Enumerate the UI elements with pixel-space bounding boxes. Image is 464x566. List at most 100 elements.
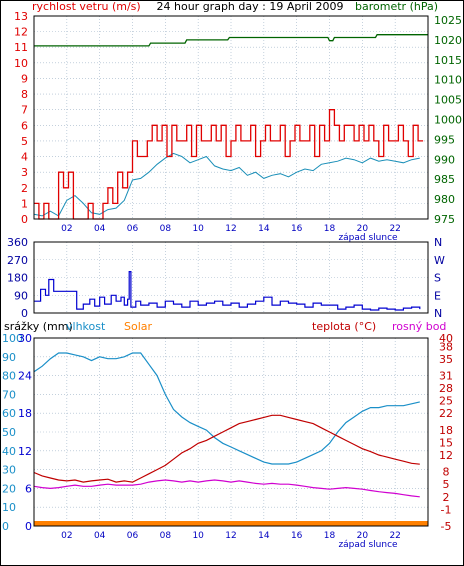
humidity-tick-label: 0	[2, 520, 9, 533]
temperature-tick-label: 2	[443, 491, 450, 504]
rain-tick-label: 18	[18, 407, 32, 420]
wind-tick-label: 1	[21, 197, 28, 210]
barometer-tick-label: 990	[434, 153, 455, 166]
humidity-tick-label: 60	[2, 407, 16, 420]
temperature-tick-label: 40	[439, 332, 453, 345]
hour-tick-label: 04	[94, 531, 106, 541]
hour-tick-label: 12	[225, 224, 236, 234]
temperature-tick-label: 38	[439, 340, 453, 353]
legend-solar: Solar	[124, 320, 153, 333]
humidity-temperature-plot-frame	[33, 337, 429, 527]
legend-humidity: vlhkost	[66, 320, 106, 333]
humidity-tick-label: 20	[2, 482, 16, 495]
temperature-tick-label: -1	[441, 503, 452, 516]
barometer-axis-label: barometr (hPa)	[355, 0, 438, 13]
wind-gust-line	[34, 109, 424, 220]
barometer-tick-label: 1015	[434, 54, 462, 67]
hour-tick-label: 04	[94, 224, 106, 234]
direction-tick-label: 180	[7, 272, 28, 285]
hour-tick-label: 08	[160, 224, 172, 234]
wind-pressure-panel: rychlost vetru (m/s) 24 hour graph day :…	[14, 0, 462, 243]
hour-tick-label: 20	[357, 224, 369, 234]
wind-average-line	[33, 152, 420, 217]
temperature-tick-label: 18	[439, 424, 453, 437]
temperature-tick-label: -5	[441, 520, 452, 533]
barometer-line	[34, 34, 428, 47]
wind-axis-label: rychlost vetru (m/s)	[32, 0, 141, 13]
hour-tick-label: 16	[291, 531, 303, 541]
humidity-temperature-panel: srážky (mm) vlhkost Solar teplota (°C) r…	[2, 320, 453, 550]
wind-tick-label: 11	[14, 41, 28, 54]
hour-tick-label: 06	[127, 224, 139, 234]
dew-point-line	[33, 479, 420, 498]
wind-direction-line	[34, 271, 421, 311]
chart-title: 24 hour graph day : 19 April 2009	[157, 0, 344, 13]
humidity-tick-label: 90	[2, 351, 16, 364]
barometer-ticks: 975 980 985 990 995 1000 1005 1010 1015 1020 1025	[434, 14, 462, 226]
humidity-tick-label: 40	[2, 445, 16, 458]
hour-ticks: 02 04 06 08 10 12 14 16 18 20 22	[61, 224, 401, 234]
hour-tick-label: 16	[291, 224, 303, 234]
rain-tick-label: 24	[18, 370, 32, 383]
barometer-tick-label: 1000	[434, 113, 462, 126]
hour-tick-label: 14	[258, 224, 270, 234]
direction-tick-label: 90	[14, 289, 28, 302]
wind-pressure-plot-frame	[33, 15, 429, 220]
wind-tick-label: 3	[21, 166, 28, 179]
wind-tick-label: 8	[21, 88, 28, 101]
compass-tick-label: N	[434, 236, 442, 249]
compass-tick-label: E	[434, 289, 441, 302]
hour-tick-label: 14	[258, 531, 270, 541]
temperature-tick-label: 5	[443, 478, 450, 491]
rain-tick-label: 12	[18, 445, 32, 458]
hour-tick-label: 10	[192, 531, 204, 541]
humidity-tick-label: 70	[2, 388, 16, 401]
wind-tick-label: 7	[21, 104, 28, 117]
direction-tick-label: 270	[7, 254, 28, 267]
barometer-tick-label: 975	[434, 213, 455, 226]
wind-tick-label: 12	[14, 26, 28, 39]
rain-tick-label: 30	[18, 332, 32, 345]
rain-tick-label: 6	[25, 482, 32, 495]
humidity-tick-label: 50	[2, 426, 16, 439]
barometer-tick-label: 985	[434, 173, 455, 186]
temperature-tick-label: 12	[439, 449, 453, 462]
humidity-ticks: 0 10 20 30 40 50 60 70 80 90 100	[2, 332, 23, 533]
barometer-tick-label: 1010	[434, 74, 462, 87]
barometer-tick-label: 980	[434, 193, 455, 206]
wind-tick-label: 0	[21, 213, 28, 226]
hour-tick-label: 18	[324, 224, 336, 234]
temperature-tick-label: 25	[439, 395, 453, 408]
temperature-tick-label: 15	[439, 436, 453, 449]
hour-tick-label: 22	[389, 531, 400, 541]
wind-tick-label: 2	[21, 182, 28, 195]
compass-tick-label: S	[434, 272, 441, 285]
temperature-tick-label: 22	[439, 407, 453, 420]
sunset-annotation: západ slunce	[338, 233, 398, 243]
legend-temperature: teplota (°C)	[312, 320, 376, 333]
barometer-tick-label: 1025	[434, 14, 462, 27]
legend-rain: srážky (mm)	[4, 320, 73, 333]
temperature-tick-label: 8	[443, 466, 450, 479]
compass-tick-label: W	[434, 254, 445, 267]
hour-tick-label: 20	[357, 531, 369, 541]
humidity-line	[33, 352, 420, 465]
wind-tick-label: 4	[21, 151, 28, 164]
hour-tick-label: 06	[127, 531, 139, 541]
barometer-tick-label: 1005	[434, 94, 462, 107]
barometer-tick-label: 995	[434, 133, 455, 146]
hour-tick-label: 12	[225, 531, 236, 541]
wind-tick-label: 10	[14, 57, 28, 70]
wind-tick-label: 5	[21, 135, 28, 148]
legend-dew-point: rosný bod	[392, 320, 446, 333]
hour-tick-label: 10	[192, 224, 204, 234]
hour-tick-label: 02	[61, 531, 72, 541]
solar-bar	[34, 521, 428, 526]
direction-tick-label: 360	[7, 236, 28, 249]
